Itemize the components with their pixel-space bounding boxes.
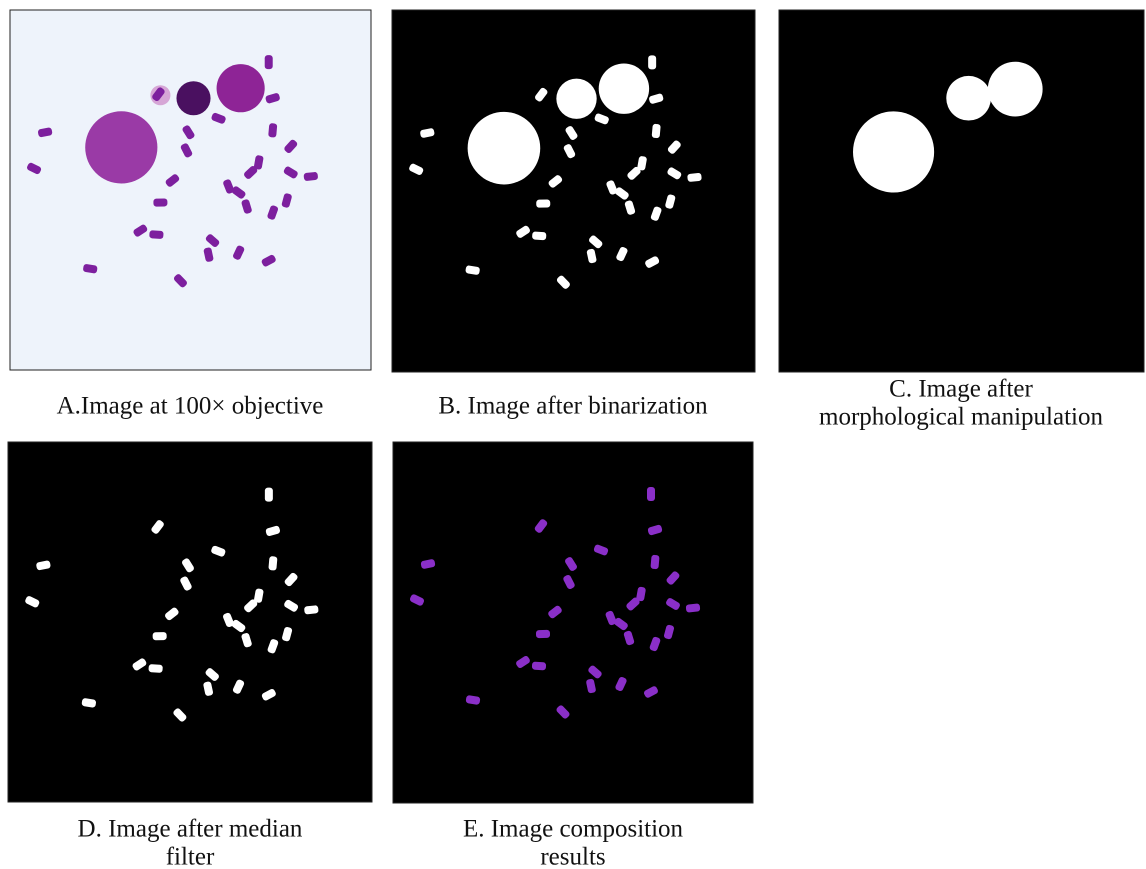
caption: morphological manipulation (819, 404, 1103, 431)
chromosome (532, 662, 547, 671)
chromosome (687, 173, 702, 182)
panel (8, 442, 372, 802)
panel-image (10, 10, 371, 370)
chromosome (153, 198, 167, 206)
chromosome (647, 487, 655, 501)
caption: D. Image after median (78, 816, 303, 843)
chromosome (536, 199, 550, 207)
panel-image (8, 442, 372, 802)
panel (393, 442, 753, 803)
panel-image (393, 442, 753, 803)
panel-image (779, 10, 1144, 372)
chromosome (303, 172, 318, 181)
chromosome (268, 123, 277, 138)
caption: results (540, 844, 605, 869)
chromosome (149, 230, 164, 239)
chromosome (532, 231, 547, 240)
blob (556, 79, 596, 119)
caption: B. Image after binarization (438, 393, 708, 420)
caption: filter (166, 844, 215, 869)
panel-image (392, 10, 755, 372)
cell (176, 81, 210, 115)
chromosome (268, 556, 277, 571)
chromosome (648, 55, 656, 69)
blob (853, 111, 934, 192)
panel (779, 10, 1144, 372)
chromosome (148, 664, 163, 673)
figure: A.Image at 100× objective B. Image after … (0, 0, 1146, 869)
blob (599, 63, 649, 113)
blob (946, 76, 991, 121)
panel (392, 10, 755, 372)
cell (85, 111, 157, 183)
caption: E. Image composition (463, 816, 684, 843)
blob (468, 112, 541, 185)
chromosome (536, 630, 550, 638)
chromosome (153, 632, 167, 640)
chromosome (650, 555, 659, 570)
chromosome (265, 55, 273, 69)
caption: C. Image after (889, 376, 1033, 403)
chromosome (304, 605, 319, 614)
chromosome (652, 124, 661, 139)
cell (217, 64, 265, 112)
blob (988, 62, 1043, 117)
caption: A.Image at 100× objective (57, 393, 324, 420)
chromosome (686, 603, 701, 612)
panel (10, 10, 371, 370)
chromosome (265, 488, 273, 502)
